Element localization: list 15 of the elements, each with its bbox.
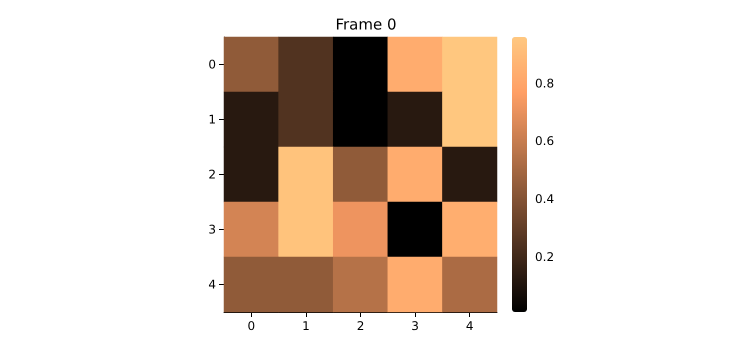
x-tick-label: 1 xyxy=(302,319,310,333)
color-bar-label: 0.4 xyxy=(535,192,554,206)
y-tick-label: 4 xyxy=(208,278,216,292)
y-tick-label: 2 xyxy=(208,168,216,182)
y-tick-label: 1 xyxy=(208,112,216,126)
x-tick-label: 4 xyxy=(466,319,474,333)
x-tick-label: 2 xyxy=(356,319,364,333)
y-tick-label: 3 xyxy=(208,222,216,236)
x-tick-label: 3 xyxy=(411,319,419,333)
color-bar-label: 0.8 xyxy=(535,76,554,90)
color-bar-label: 0.6 xyxy=(535,134,554,148)
chart-title: Frame 0 xyxy=(335,16,397,34)
color-bar-label: 0.2 xyxy=(535,250,554,264)
x-tick-label: 0 xyxy=(247,319,256,333)
y-tick-label: 0 xyxy=(208,58,216,72)
